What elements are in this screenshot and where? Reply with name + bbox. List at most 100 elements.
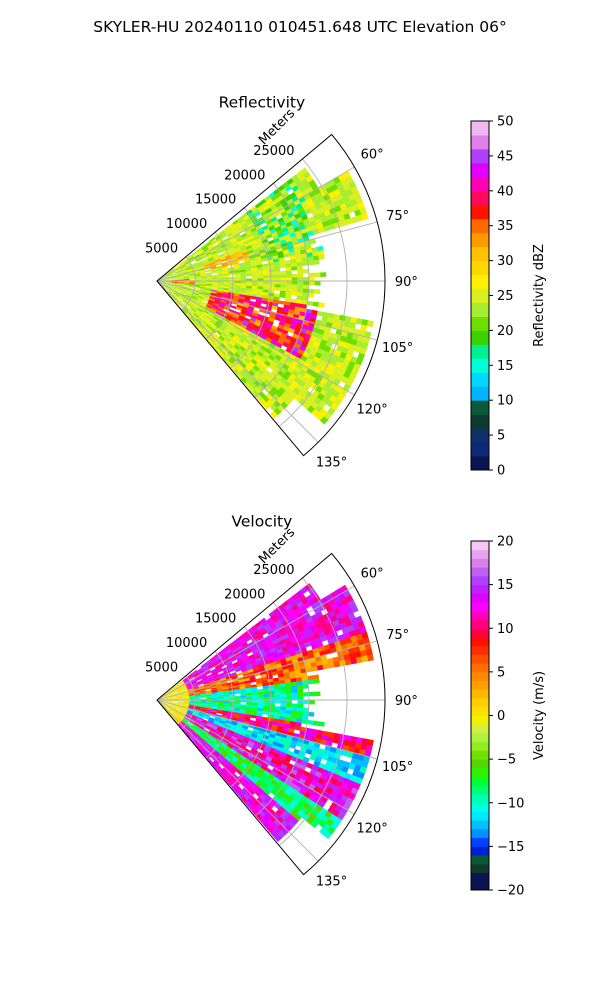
heatmap-cell	[255, 319, 262, 325]
heatmap-cell	[177, 695, 184, 697]
heatmap-cell	[207, 300, 214, 305]
heatmap-cell	[267, 736, 275, 742]
heatmap-cell	[238, 228, 245, 234]
heatmap-cell	[251, 278, 258, 282]
heatmap-cell	[226, 754, 233, 761]
heatmap-cell	[199, 270, 206, 274]
heatmap-cell	[200, 703, 207, 706]
heatmap-cell	[304, 731, 312, 738]
heatmap-cell	[282, 809, 291, 818]
heatmap-cell	[244, 757, 252, 764]
heatmap-cell	[187, 269, 194, 272]
heatmap-cell	[229, 739, 236, 745]
heatmap-cell	[297, 809, 305, 818]
heatmap-cell	[211, 726, 218, 731]
heatmap-cell	[171, 276, 178, 279]
heatmap-cell	[249, 224, 256, 231]
heatmap-cell	[244, 263, 252, 268]
heatmap-cell	[196, 326, 202, 332]
heatmap-cell	[176, 707, 182, 711]
colorbar-segment	[471, 575, 489, 586]
heatmap-cell	[257, 359, 265, 367]
heatmap-cell	[277, 743, 285, 749]
heatmap-cell	[262, 402, 271, 410]
heatmap-cell	[206, 254, 213, 259]
heatmap-cell	[304, 809, 313, 818]
range-tick-label: 15000	[195, 193, 236, 208]
heatmap-cell	[265, 392, 273, 400]
heatmap-cell	[261, 791, 269, 799]
heatmap-cell	[192, 294, 198, 298]
heatmap-cell	[183, 726, 189, 732]
heatmap-cell	[227, 681, 234, 686]
heatmap-cell	[236, 358, 243, 365]
heatmap-cell	[257, 272, 264, 276]
heatmap-cell	[355, 196, 364, 205]
heatmap-cell	[225, 316, 232, 322]
heatmap-cell	[257, 275, 264, 279]
heatmap-cell	[228, 310, 235, 316]
heatmap-cell	[270, 216, 278, 223]
heatmap-cell	[274, 201, 283, 208]
heatmap-cell	[282, 181, 290, 189]
heatmap-cell	[217, 725, 224, 730]
heatmap-cell	[302, 269, 309, 274]
heatmap-cell	[272, 302, 279, 307]
heatmap-cell	[240, 695, 247, 698]
heatmap-cell	[252, 667, 260, 672]
heatmap-cell	[250, 205, 258, 212]
heatmap-cell	[195, 299, 202, 304]
heatmap-cell	[249, 331, 256, 338]
heatmap-cell	[164, 690, 170, 695]
heatmap-cell	[171, 283, 178, 285]
heatmap-cell	[164, 271, 170, 276]
heatmap-cell	[245, 268, 252, 272]
heatmap-cell	[294, 306, 301, 312]
heatmap-cell	[224, 765, 231, 772]
heatmap-cell	[361, 631, 369, 640]
heatmap-cell	[202, 678, 209, 683]
heatmap-cell	[172, 294, 178, 299]
heatmap-cell	[308, 179, 317, 187]
heatmap-cell	[221, 331, 228, 338]
heatmap-cell	[177, 274, 184, 277]
heatmap-cell	[297, 288, 304, 293]
heatmap-cell	[210, 292, 217, 296]
heatmap-cell	[205, 291, 212, 294]
heatmap-cell	[249, 761, 256, 767]
heatmap-cell	[249, 214, 257, 221]
range-tick-label: 5000	[145, 242, 178, 257]
heatmap-cell	[178, 296, 184, 301]
heatmap-cell	[185, 682, 192, 687]
heatmap-cell	[340, 609, 349, 618]
heatmap-cell	[179, 263, 185, 268]
heatmap-cell	[240, 697, 247, 701]
heatmap-cell	[199, 707, 206, 711]
heatmap-cell	[222, 684, 229, 688]
heatmap-cell	[357, 620, 366, 629]
heatmap-cell	[170, 691, 177, 695]
heatmap-cell	[268, 213, 276, 220]
heatmap-cell	[252, 208, 260, 215]
heatmap-cell	[298, 380, 306, 388]
heatmap-cell	[222, 712, 229, 716]
heatmap-cell	[263, 351, 271, 358]
heatmap-cell	[217, 696, 224, 699]
heatmap-cell	[166, 698, 173, 700]
heatmap-cell	[198, 265, 205, 269]
heatmap-cell	[186, 712, 193, 716]
heatmap-cell	[328, 642, 336, 650]
heatmap-cell	[180, 292, 187, 296]
heatmap-cell	[290, 799, 299, 807]
heatmap-cell	[223, 738, 230, 744]
heatmap-cell	[244, 217, 252, 224]
heatmap-cell	[243, 720, 250, 725]
heatmap-cell	[192, 723, 199, 729]
heatmap-cell	[224, 747, 231, 753]
heatmap-cell	[240, 704, 247, 708]
heatmap-cell	[250, 339, 258, 346]
heatmap-cell	[297, 707, 304, 712]
heatmap-cell	[239, 732, 246, 737]
heatmap-cell	[169, 708, 175, 713]
heatmap-cell	[251, 283, 258, 287]
